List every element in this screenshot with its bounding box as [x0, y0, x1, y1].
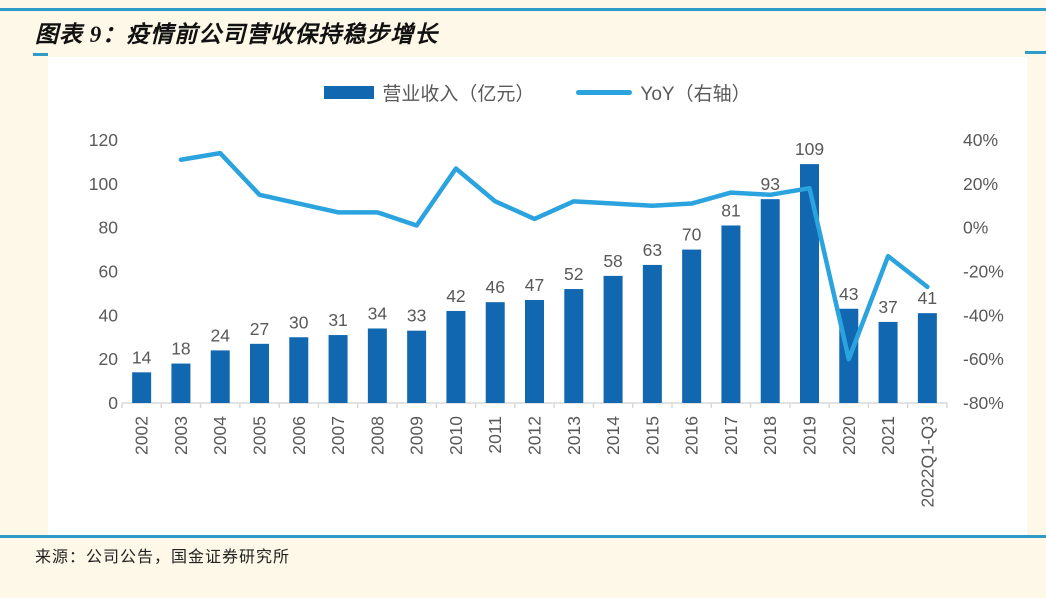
bar-value-label: 70	[682, 225, 702, 245]
bar-value-label: 46	[485, 277, 504, 297]
yoy-line	[178, 150, 930, 362]
x-axis-category-label: 2007	[328, 416, 348, 455]
bar-value-label: 34	[368, 303, 388, 323]
revenue-bar	[289, 337, 309, 403]
chart-panel: 营业收入（亿元） YoY（右轴） 0 20 40 60 80 100 120 -80% -60%…	[48, 57, 1027, 535]
top-divider-rule	[0, 8, 1046, 11]
revenue-bar	[878, 321, 898, 403]
legend-item-revenue: 营业收入（亿元）	[324, 79, 534, 106]
revenue-bar	[603, 275, 623, 403]
bar-value-label: 30	[289, 312, 309, 332]
bar-series-label: 营业收入（亿元）	[382, 84, 535, 105]
right-axis-tick-label: 20%	[963, 174, 998, 194]
x-axis-category-label: 2009	[407, 416, 427, 455]
bar-value-label: 42	[446, 286, 465, 306]
bottom-divider-rule	[0, 535, 1046, 538]
bar-value-label: 93	[760, 174, 779, 194]
x-axis-category-label: 2012	[525, 416, 545, 455]
bar-value-label: 41	[918, 288, 937, 308]
left-axis-tick-label: 100	[89, 174, 118, 194]
x-axis-category-label: 2019	[800, 416, 820, 455]
x-axis-category-label: 2011	[485, 416, 505, 454]
x-axis-category-label: 2015	[642, 416, 662, 455]
revenue-bar	[250, 343, 269, 403]
left-accent-dash	[33, 53, 48, 56]
bar-value-label: 109	[795, 139, 824, 159]
x-axis-category-label: 2013	[564, 416, 584, 455]
revenue-bar	[642, 264, 662, 403]
bar-value-label: 24	[210, 325, 230, 345]
bar-value-label: 43	[839, 284, 858, 304]
right-axis-tick-label: 0%	[963, 218, 988, 238]
right-accent-dash	[1025, 51, 1046, 54]
left-axis-tick-label: 20	[99, 349, 119, 369]
right-axis-tick-label: 40%	[963, 130, 998, 150]
revenue-bar	[682, 249, 702, 403]
revenue-bar	[210, 350, 230, 403]
combo-chart: 0 20 40 60 80 100 120 -80% -60% -40% -20% 0% 20% 40% 2…	[89, 130, 1004, 507]
x-axis-category-label: 2020	[839, 416, 859, 455]
bar-value-label: 31	[328, 310, 347, 330]
bar-value-label: 37	[878, 297, 897, 317]
figure-title: 图表 9：疫情前公司营收保持稳步增长	[35, 22, 439, 47]
revenue-bar	[564, 289, 584, 403]
revenue-bar	[760, 199, 780, 403]
right-axis-tick-label: -60%	[963, 349, 1004, 369]
revenue-bar	[328, 335, 348, 403]
revenue-bar	[446, 310, 466, 403]
revenue-bar	[171, 363, 191, 403]
right-axis-tick-label: -20%	[963, 262, 1004, 282]
x-axis-category-label: 2018	[760, 416, 780, 455]
x-axis-category-label: 2014	[603, 416, 623, 455]
bar-series-swatch	[324, 86, 375, 99]
bar-value-label: 81	[721, 200, 740, 220]
chart-legend: 营业收入（亿元） YoY（右轴）	[48, 79, 1027, 106]
revenue-bar	[721, 225, 741, 403]
revenue-bar	[132, 372, 152, 403]
bar-value-label: 58	[603, 251, 622, 271]
right-axis-tick-label: -80%	[963, 393, 1004, 413]
revenue-bar	[917, 313, 937, 403]
x-axis-category-label: 2010	[446, 416, 466, 455]
revenue-bar	[800, 164, 819, 403]
bar-value-label: 47	[525, 275, 544, 295]
bar-value-label: 63	[643, 240, 662, 260]
x-axis-category-label: 2017	[721, 416, 741, 455]
x-axis-category-label: 2002	[132, 416, 152, 455]
bar-value-label: 18	[171, 339, 190, 359]
left-axis-tick-label: 80	[99, 218, 119, 238]
bar-value-label: 52	[564, 264, 583, 284]
left-axis-tick-label: 60	[99, 262, 119, 282]
bar-value-label: 27	[250, 319, 269, 339]
bar-value-label: 14	[132, 347, 152, 367]
x-axis-category-label: 2003	[171, 416, 191, 455]
x-axis-category-label: 2022Q1-Q3	[917, 416, 937, 507]
bar-value-label: 33	[407, 306, 426, 326]
x-axis-category-label: 2008	[367, 416, 387, 455]
x-axis-category-label: 2004	[210, 416, 230, 455]
line-series-swatch	[576, 90, 633, 95]
x-axis-category-label: 2021	[878, 416, 898, 455]
revenue-bar	[407, 330, 427, 403]
x-axis-category-label: 2006	[289, 416, 309, 455]
revenue-bar	[367, 328, 387, 403]
revenue-bar	[525, 299, 544, 403]
right-axis-tick-label: -40%	[963, 305, 1004, 325]
left-axis-tick-label: 0	[108, 393, 118, 413]
x-axis-category-label: 2016	[682, 416, 702, 455]
source-note: 来源：公司公告，国金证券研究所	[35, 549, 291, 566]
line-series-label: YoY（右轴）	[640, 84, 751, 105]
left-axis-tick-label: 40	[99, 305, 119, 325]
legend-item-yoy: YoY（右轴）	[576, 79, 751, 106]
left-axis-tick-label: 120	[89, 130, 118, 150]
x-axis-category-label: 2005	[250, 416, 270, 455]
revenue-bar	[485, 302, 505, 403]
